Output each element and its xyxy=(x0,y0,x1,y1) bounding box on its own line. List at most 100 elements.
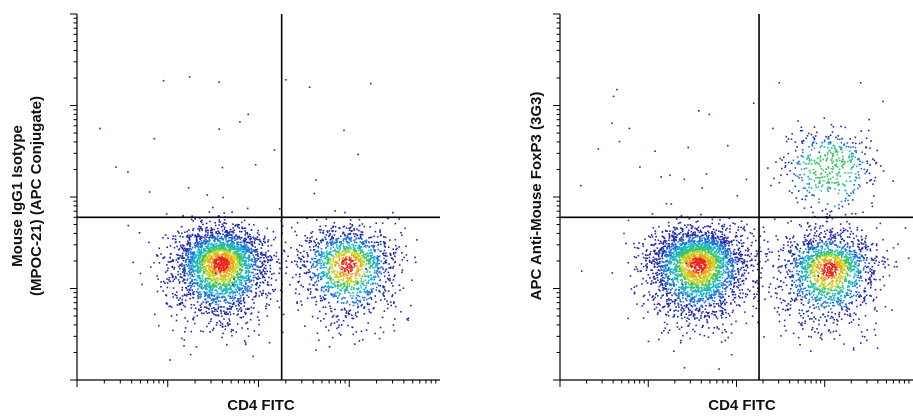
event-point-1-3979 xyxy=(383,254,385,257)
event-point-1-3930 xyxy=(329,247,332,250)
event-point-1-1986 xyxy=(228,318,230,320)
event-point-1-2618 xyxy=(348,285,350,287)
event-point-1-1012 xyxy=(232,252,235,254)
event-point-1-3111 xyxy=(394,255,396,258)
event-point-1-2064 xyxy=(218,257,220,259)
event-point-1-1803 xyxy=(212,329,214,331)
event-point-1-1119 xyxy=(213,258,215,261)
event-point-1-3233 xyxy=(378,284,380,287)
event-point-1-3622 xyxy=(362,271,365,273)
event-point-2-656 xyxy=(638,242,640,244)
event-point-2-305 xyxy=(710,276,712,278)
event-point-1-3921 xyxy=(373,307,375,309)
event-point-1-3092 xyxy=(389,279,391,282)
event-point-1-3018 xyxy=(365,282,368,284)
event-point-2-103 xyxy=(712,236,715,238)
event-point-1-1278 xyxy=(169,256,171,259)
event-point-2-22 xyxy=(658,269,661,272)
event-point-1-3951 xyxy=(343,283,346,285)
event-point-2-675 xyxy=(649,250,652,253)
event-point-2-131 xyxy=(747,254,750,256)
event-point-1-2319 xyxy=(238,236,241,239)
event-point-1-2871 xyxy=(329,307,332,310)
event-point-1-1431 xyxy=(188,282,191,285)
event-point-2-271 xyxy=(688,241,691,243)
event-point-1-2407 xyxy=(208,248,211,251)
event-point-1-1219 xyxy=(172,258,174,261)
event-point-1-644 xyxy=(189,265,191,268)
event-point-2-417 xyxy=(700,213,702,216)
event-point-1-2987 xyxy=(375,241,378,243)
event-point-2-829 xyxy=(753,293,755,295)
event-point-1-1208 xyxy=(236,323,239,325)
event-point-1-2151 xyxy=(209,269,211,271)
event-point-1-3091 xyxy=(328,268,331,270)
event-point-1-1028 xyxy=(213,307,215,309)
event-point-2-15 xyxy=(690,262,693,264)
event-point-1-3747 xyxy=(379,250,381,252)
event-point-1-3312 xyxy=(383,271,385,274)
event-point-1-3166 xyxy=(325,218,328,220)
event-point-1-3936 xyxy=(365,291,367,293)
event-point-1-3175 xyxy=(375,289,378,291)
event-point-1-3583 xyxy=(319,276,322,278)
event-point-1-3424 xyxy=(359,246,361,249)
event-point-1-2253 xyxy=(170,260,173,262)
event-point-1-1520 xyxy=(241,327,243,329)
event-point-1-3538 xyxy=(329,305,331,308)
event-point-1-379 xyxy=(182,304,185,307)
event-point-1-2006 xyxy=(208,272,210,274)
event-point-2-819 xyxy=(675,258,678,261)
event-point-1-3016 xyxy=(339,268,342,271)
event-point-1-1885 xyxy=(244,280,247,282)
event-point-1-2535 xyxy=(222,244,225,246)
event-point-1-2348 xyxy=(223,259,225,262)
event-point-1-2329 xyxy=(218,245,220,247)
event-point-2-334 xyxy=(712,302,715,305)
event-point-1-605 xyxy=(141,283,143,286)
event-point-1-307 xyxy=(216,321,218,324)
event-point-1-3260 xyxy=(325,288,327,291)
event-point-1-2908 xyxy=(341,287,343,290)
event-point-1-530 xyxy=(270,244,273,247)
event-point-1-1777 xyxy=(264,267,267,270)
event-point-1-819 xyxy=(245,265,247,267)
event-point-1-2219 xyxy=(172,296,175,298)
event-point-1-1300 xyxy=(172,235,175,237)
event-point-1-594 xyxy=(221,284,224,286)
event-point-1-2214 xyxy=(240,256,243,258)
event-point-1-3295 xyxy=(350,252,353,255)
event-point-1-3240 xyxy=(319,267,322,270)
event-point-1-568 xyxy=(241,226,243,229)
event-point-2-284 xyxy=(687,275,690,277)
event-point-1-838 xyxy=(173,266,176,269)
event-point-1-3955 xyxy=(357,247,359,249)
event-point-1-3886 xyxy=(349,273,352,275)
event-point-1-2054 xyxy=(194,282,197,285)
event-point-1-3784 xyxy=(349,219,352,221)
event-point-2-731 xyxy=(698,310,701,312)
event-point-1-1899 xyxy=(236,308,238,310)
event-point-1-932 xyxy=(189,353,192,356)
event-point-1-3595 xyxy=(359,299,362,302)
event-point-1-150 xyxy=(230,287,232,289)
event-point-1-2870 xyxy=(342,319,345,322)
event-point-2-810 xyxy=(687,286,689,289)
event-point-1-3301 xyxy=(329,286,332,288)
event-point-1-2322 xyxy=(311,296,313,299)
event-point-1-2495 xyxy=(168,305,171,308)
event-point-1-2285 xyxy=(248,265,251,268)
event-point-1-1724 xyxy=(221,247,223,249)
event-point-1-3379 xyxy=(360,330,363,333)
event-point-2-617 xyxy=(757,287,759,289)
event-point-1-2393 xyxy=(172,260,174,263)
event-point-1-2425 xyxy=(225,270,227,272)
event-point-1-3795 xyxy=(343,289,346,291)
event-point-1-2172 xyxy=(205,277,207,280)
event-point-1-2082 xyxy=(233,302,235,304)
event-point-2-106 xyxy=(725,301,728,304)
event-point-1-3566 xyxy=(377,241,380,244)
event-point-1-1076 xyxy=(226,313,229,315)
event-point-1-1147 xyxy=(179,264,181,267)
event-point-1-3998 xyxy=(346,277,348,279)
